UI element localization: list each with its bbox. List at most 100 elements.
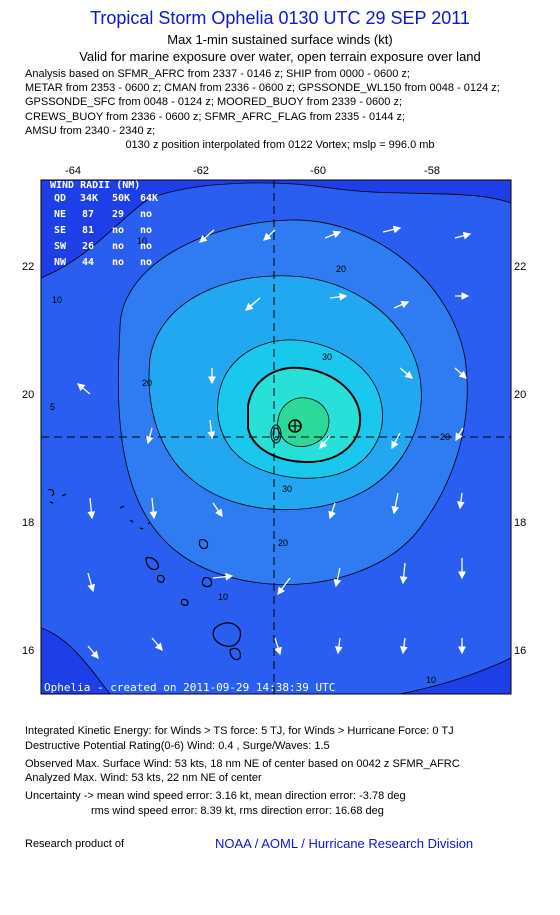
wind-arrow [399, 367, 413, 379]
wind-arrow [329, 292, 348, 301]
wind-arrow [333, 567, 342, 588]
lon-label: -62 [193, 702, 209, 703]
contour-label: 20 [142, 378, 152, 388]
contour-label: 5 [50, 402, 55, 412]
wind-arrow [334, 637, 343, 655]
validity-note: Valid for marine exposure over water, op… [79, 49, 481, 64]
radii-cell: SW [54, 241, 67, 252]
wind-arrow [151, 637, 163, 651]
wind-arrow [393, 300, 410, 309]
analysis-line: METAR from 2353 - 0600 z; CMAN from 2336… [25, 82, 500, 95]
island-marie-galante [229, 647, 241, 661]
wind-arrow [454, 231, 472, 240]
radii-header-cell: QD [54, 193, 66, 204]
island-guadeloupe [212, 622, 241, 647]
island [156, 574, 165, 583]
wind-arrow [207, 419, 216, 440]
subtitle: Max 1-min sustained surface winds (kt) [167, 32, 393, 47]
wind-map: -64 -62 -60 -58 [22, 165, 526, 703]
lon-label: -62 [193, 165, 209, 177]
wind-arrow [328, 502, 336, 520]
wind-arrow [324, 230, 342, 239]
wind-arrow [391, 432, 401, 450]
analyzed-max-line: Analyzed Max. Wind: 53 kts, 22 nm NE of … [25, 772, 262, 784]
lat-label: 22 [514, 261, 526, 273]
uncertainty-line: Uncertainty -> mean wind speed error: 3.… [25, 790, 406, 802]
uncertainty-rms-line: rms wind speed error: 8.39 kt, rms direc… [91, 805, 384, 817]
wind-radii-header: QD 34K 50K 64K [54, 193, 158, 204]
contour-label: 10 [137, 236, 147, 246]
wind-arrow [212, 572, 234, 581]
radii-cell: 29 [112, 209, 124, 220]
lon-label: -60 [310, 702, 326, 703]
credit-organization: NOAA / AOML / Hurricane Research Divisio… [215, 836, 474, 851]
radii-cell: no [140, 209, 152, 220]
wind-arrow [77, 383, 91, 395]
analysis-line: GPSSONDE_SFC from 0048 - 0124 z; MOORED_… [25, 96, 402, 109]
contour-label: 10 [426, 675, 436, 685]
radii-cell: NE [54, 209, 66, 220]
wind-arrow [455, 427, 464, 442]
wind-arrow [245, 297, 261, 311]
wind-radii-row: NW 44 no no [54, 257, 152, 268]
ike-line: Integrated Kinetic Energy: for Winds > T… [25, 725, 454, 737]
contour-label: 30 [322, 352, 332, 362]
dpr-line: Destructive Potential Rating(0-6) Wind: … [25, 740, 330, 752]
radii-cell: 81 [82, 225, 94, 236]
island [180, 598, 189, 606]
contour-label: 10 [218, 592, 228, 602]
wind-arrow [399, 637, 408, 655]
lat-label: 16 [514, 645, 526, 657]
wind-arrow [87, 572, 96, 593]
map-footer-note: Ophelia - created on 2011-09-29 14:38:39… [44, 681, 335, 694]
contour-label: 20 [278, 538, 288, 548]
analysis-line: AMSU from 2340 - 2340 z; [25, 124, 156, 137]
contour-label: 20 [440, 432, 450, 442]
lat-label: 18 [514, 517, 526, 529]
wind-arrow [319, 435, 331, 449]
contour-label: 30 [282, 484, 292, 494]
wind-arrow [456, 492, 465, 510]
wind-arrow [274, 637, 282, 656]
radii-cell: NW [54, 257, 67, 268]
lon-label: -58 [424, 165, 440, 177]
page-title: Tropical Storm Ophelia 0130 UTC 29 SEP 2… [90, 8, 470, 28]
radii-cell: SE [54, 225, 66, 236]
wind-arrow [87, 497, 96, 520]
wind-arrow [87, 645, 99, 659]
radii-cell: 44 [82, 257, 94, 268]
lat-label: 22 [22, 261, 34, 273]
observed-max-line: Observed Max. Surface Wind: 53 kts, 18 n… [25, 758, 460, 770]
wind-arrow [391, 492, 400, 515]
lon-label: -64 [65, 702, 81, 703]
wind-arrow [145, 427, 154, 445]
wind-vectors [77, 225, 472, 659]
radii-cell: no [140, 241, 152, 252]
coastlines [47, 488, 241, 661]
wind-arrow [454, 367, 467, 379]
wind-arrow [199, 229, 215, 243]
contour-band-50 [277, 397, 330, 447]
lat-label: 20 [22, 389, 34, 401]
island [145, 557, 159, 571]
radii-cell: no [140, 257, 152, 268]
radii-header-cell: 50K [112, 193, 130, 204]
radii-cell: no [112, 257, 124, 268]
lon-label: -60 [310, 165, 326, 177]
analysis-line: Analysis based on SFMR_AFRC from 2337 - … [25, 68, 410, 80]
wind-arrow [399, 562, 408, 585]
wind-radii-row: NE 87 29 no [54, 209, 152, 220]
radii-header-cell: 64K [140, 193, 158, 204]
lat-label: 16 [22, 645, 34, 657]
lon-label: -64 [65, 165, 81, 177]
wind-radii-table: WIND RADII (NM) QD 34K 50K 64K NE 87 29 … [50, 180, 158, 268]
wind-radii-row: SE 81 no no [54, 225, 152, 236]
wind-arrow [212, 502, 223, 518]
radii-cell: 26 [82, 241, 94, 252]
radii-header-cell: 34K [80, 193, 98, 204]
wind-arrow [277, 577, 291, 596]
lon-label: -58 [424, 702, 440, 703]
radii-cell: no [112, 241, 124, 252]
contour-ring [270, 424, 282, 444]
analysis-line: CREWS_BUOY from 2336 - 0600 z; SFMR_AFRC… [25, 110, 406, 123]
